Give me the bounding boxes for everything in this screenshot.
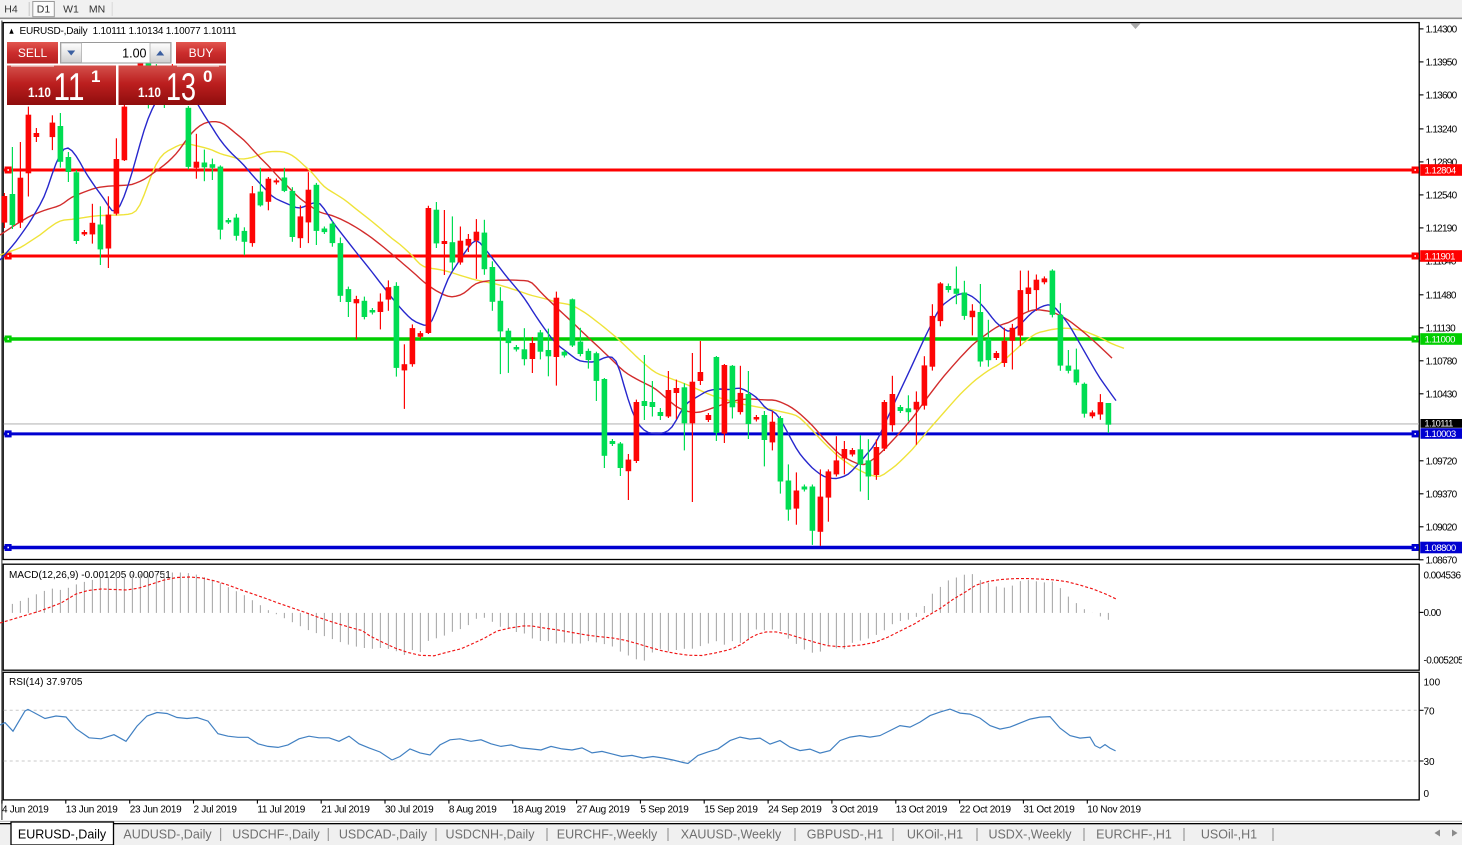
svg-text:AUDUSD-,Daily: AUDUSD-,Daily	[123, 828, 212, 842]
svg-text:EURCHF-,Weekly: EURCHF-,Weekly	[557, 828, 658, 842]
svg-text:MN: MN	[89, 4, 105, 16]
svg-text:0.004536: 0.004536	[1424, 571, 1462, 582]
svg-text:0: 0	[1424, 789, 1430, 800]
svg-text:EURCHF-,H1: EURCHF-,H1	[1096, 828, 1172, 842]
svg-text:5 Sep 2019: 5 Sep 2019	[640, 805, 689, 816]
svg-text:USDCNH-,Daily: USDCNH-,Daily	[446, 828, 536, 842]
svg-text:1.08670: 1.08670	[1426, 555, 1458, 566]
svg-text:MACD(12,26,9) -0.001205 0.0007: MACD(12,26,9) -0.001205 0.000751	[9, 570, 171, 581]
svg-text:1.13240: 1.13240	[1426, 125, 1458, 136]
svg-text:BUY: BUY	[189, 46, 214, 60]
svg-text:1.12540: 1.12540	[1426, 191, 1458, 202]
svg-text:USDCHF-,Daily: USDCHF-,Daily	[232, 828, 320, 842]
svg-text:13 Jun 2019: 13 Jun 2019	[66, 805, 118, 816]
svg-text:USDCAD-,Daily: USDCAD-,Daily	[339, 828, 428, 842]
svg-text:21 Jul 2019: 21 Jul 2019	[321, 805, 370, 816]
svg-text:13: 13	[166, 66, 196, 109]
svg-text:1.09720: 1.09720	[1426, 456, 1458, 467]
svg-text:24 Sep 2019: 24 Sep 2019	[768, 805, 822, 816]
svg-text:1.13950: 1.13950	[1426, 58, 1458, 69]
svg-text:1.11901: 1.11901	[1425, 252, 1456, 263]
svg-text:1.09370: 1.09370	[1426, 489, 1458, 500]
svg-text:30 Jul 2019: 30 Jul 2019	[385, 805, 434, 816]
svg-text:13 Oct 2019: 13 Oct 2019	[896, 805, 948, 816]
svg-text:GBPUSD-,H1: GBPUSD-,H1	[807, 828, 883, 842]
svg-text:22 Oct 2019: 22 Oct 2019	[960, 805, 1012, 816]
svg-text:-0.005205: -0.005205	[1424, 656, 1462, 667]
svg-text:H4: H4	[4, 4, 18, 16]
svg-text:23 Jun 2019: 23 Jun 2019	[130, 805, 182, 816]
svg-text:UKOil-,H1: UKOil-,H1	[907, 828, 963, 842]
svg-text:1.14300: 1.14300	[1426, 25, 1458, 36]
svg-text:0.00: 0.00	[1424, 608, 1442, 619]
svg-text:11: 11	[54, 66, 85, 109]
svg-text:2 Jul 2019: 2 Jul 2019	[194, 805, 238, 816]
svg-text:1.12804: 1.12804	[1425, 166, 1457, 177]
svg-text:D1: D1	[37, 4, 51, 16]
svg-text:XAUUSD-,Weekly: XAUUSD-,Weekly	[681, 828, 782, 842]
svg-text:1.11130: 1.11130	[1426, 323, 1457, 334]
svg-text:1.00: 1.00	[122, 47, 146, 61]
svg-text:1.08800: 1.08800	[1425, 543, 1456, 554]
svg-text:1.10: 1.10	[138, 85, 161, 100]
svg-text:1.13600: 1.13600	[1426, 91, 1458, 102]
svg-text:W1: W1	[63, 4, 79, 16]
svg-text:1.09020: 1.09020	[1426, 522, 1458, 533]
svg-text:27 Aug 2019: 27 Aug 2019	[577, 805, 631, 816]
svg-text:15 Sep 2019: 15 Sep 2019	[704, 805, 758, 816]
svg-text:1.11480: 1.11480	[1426, 290, 1457, 301]
svg-text:USDX-,Weekly: USDX-,Weekly	[988, 828, 1072, 842]
svg-text:RSI(14) 37.9705: RSI(14) 37.9705	[9, 677, 83, 688]
svg-text:8 Aug 2019: 8 Aug 2019	[449, 805, 497, 816]
svg-text:SELL: SELL	[18, 46, 48, 60]
svg-text:1.12190: 1.12190	[1426, 224, 1458, 235]
svg-text:70: 70	[1424, 707, 1436, 718]
svg-text:USOil-,H1: USOil-,H1	[1201, 828, 1257, 842]
svg-text:11 Jul 2019: 11 Jul 2019	[257, 805, 305, 816]
svg-text:10 Nov 2019: 10 Nov 2019	[1087, 805, 1141, 816]
svg-text:EURUSD-,Daily 1.10111 1.10134: EURUSD-,Daily 1.10111 1.10134 1.10077 1.…	[20, 26, 238, 37]
svg-text:1: 1	[91, 67, 100, 86]
svg-text:3 Oct 2019: 3 Oct 2019	[832, 805, 879, 816]
svg-text:1.10111: 1.10111	[1425, 419, 1454, 429]
svg-text:1.10780: 1.10780	[1426, 356, 1458, 367]
svg-text:18 Aug 2019: 18 Aug 2019	[513, 805, 567, 816]
svg-text:4 Jun 2019: 4 Jun 2019	[2, 805, 49, 816]
svg-text:1.10003: 1.10003	[1425, 429, 1456, 440]
svg-text:1.10: 1.10	[28, 85, 51, 100]
svg-text:1.11840: 1.11840	[1426, 257, 1457, 268]
svg-text:100: 100	[1424, 678, 1441, 689]
svg-text:1.12890: 1.12890	[1426, 158, 1458, 169]
svg-text:1.11000: 1.11000	[1425, 335, 1456, 346]
svg-text:30: 30	[1424, 757, 1436, 768]
svg-text:31 Oct 2019: 31 Oct 2019	[1023, 805, 1075, 816]
svg-text:EURUSD-,Daily: EURUSD-,Daily	[18, 828, 107, 842]
svg-text:0: 0	[203, 67, 212, 86]
svg-text:1.10430: 1.10430	[1426, 389, 1458, 400]
